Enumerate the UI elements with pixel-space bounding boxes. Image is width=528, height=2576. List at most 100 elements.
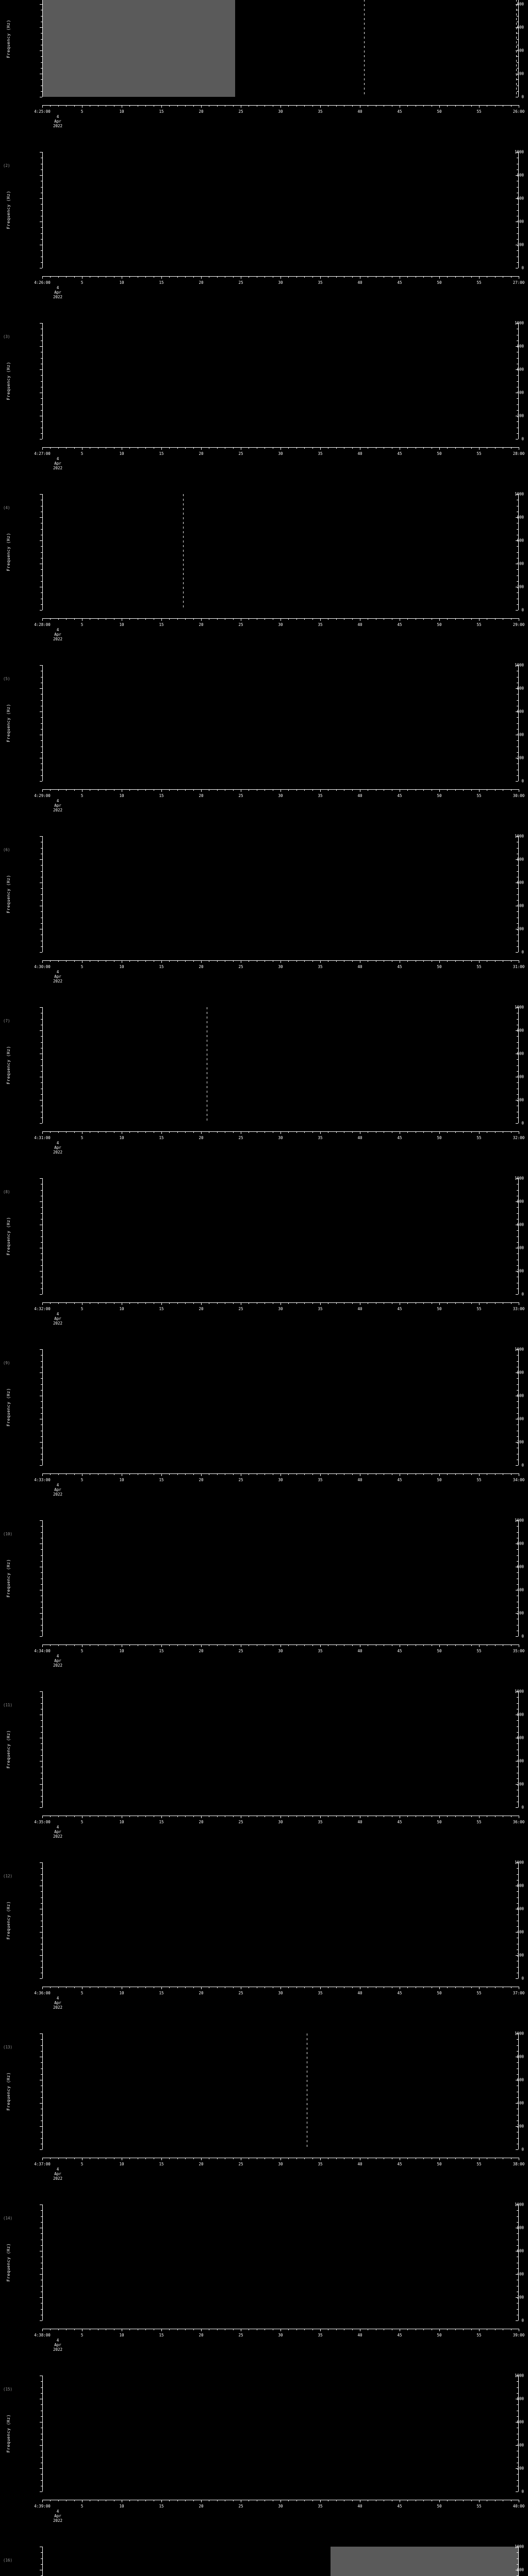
y-tick-major <box>40 610 42 611</box>
y-tick-major <box>40 494 42 495</box>
spectrogram-panel[interactable]: 0 200 400 600 800 1000 Frequency (Hz) (7) 4:31:0… <box>0 1003 528 1174</box>
spectrogram-panel[interactable]: 0 200 400 600 800 1000 Frequency (Hz) (10) 4:34:… <box>0 1516 528 1687</box>
x-tick-label: 30 <box>278 109 283 114</box>
plot-area[interactable] <box>42 1691 519 1807</box>
y-tick-minor <box>41 79 42 80</box>
x-tick-label: 20 <box>199 451 204 456</box>
x-tick-label: 4:30:00 <box>34 964 51 969</box>
y-tick-label: 400 <box>517 732 524 737</box>
y-tick-minor <box>41 700 42 701</box>
plot-area[interactable] <box>42 1862 519 1978</box>
x-tick-major <box>161 2329 162 2331</box>
y-tick-major-right <box>516 198 518 199</box>
x-tick-minor <box>177 1987 178 1988</box>
x-tick-minor <box>510 960 512 962</box>
y-tick-label: 200 <box>517 1097 524 1103</box>
plot-area[interactable] <box>42 0 519 97</box>
y-tick-minor <box>41 752 42 753</box>
plot-area[interactable] <box>42 323 519 439</box>
plot-area[interactable] <box>42 152 519 268</box>
spectrogram-panel[interactable]: 0 200 400 600 800 1000 Frequency (Hz) (14) 4:38:… <box>0 2200 528 2371</box>
y-tick-minor-right <box>517 79 518 80</box>
spectrogram-panel[interactable]: 0 200 400 600 800 1000 Frequency (Hz) (13) 4:37:… <box>0 2029 528 2200</box>
plot-area[interactable] <box>42 2547 519 2576</box>
y-axis-title: Frequency (Hz) <box>5 0 11 97</box>
x-tick-label: 35:00 <box>513 1649 525 1653</box>
x-tick-label: 20 <box>199 1820 204 1824</box>
x-tick-label: 40 <box>357 2162 362 2166</box>
y-axis-title-text: Frequency (Hz) <box>6 362 11 400</box>
y-tick-minor-right <box>517 1378 518 1379</box>
spectrogram-panel[interactable]: 0 200 400 600 800 1000 Frequency (Hz) (3) 4:27:0… <box>0 319 528 490</box>
x-tick-label: 15 <box>159 451 164 456</box>
x-tick-minor <box>185 618 186 620</box>
spectrogram-panel[interactable]: 0 200 400 600 800 1000 Frequency (Hz) (2) 4:26:0… <box>0 148 528 319</box>
spectrogram-panel[interactable]: 0 200 400 600 800 1000 Frequency (Hz) (4) 4:28:0… <box>0 490 528 661</box>
x-tick-minor <box>463 1816 464 1817</box>
spectrogram-panel[interactable]: 0 200 400 600 800 1000 Frequency (Hz) (5) 4:29:0… <box>0 661 528 832</box>
x-tick-minor <box>193 1987 194 1988</box>
y-tick-major <box>40 2320 42 2321</box>
x-tick-minor <box>423 2158 424 2159</box>
x-tick-minor <box>177 1645 178 1646</box>
x-tick-minor <box>66 276 67 278</box>
plot-area[interactable] <box>42 1007 519 1123</box>
y-tick-major-right <box>516 1955 518 1956</box>
spectrogram-panel[interactable]: 0 200 400 600 800 1000 Frequency (Hz) (9) 4:33:0… <box>0 1345 528 1516</box>
date-line: 2022 <box>53 1834 63 1839</box>
y-tick-label: 600 <box>517 1735 524 1740</box>
y-tick-label: 200 <box>517 1611 524 1616</box>
spectrogram-panel[interactable]: 0 200 400 600 800 1000 Frequency (Hz) (15) 4:39:… <box>0 2371 528 2543</box>
x-tick-label: 15 <box>159 622 164 627</box>
plot-area[interactable] <box>42 665 519 781</box>
date-line: 4 <box>56 456 59 461</box>
plot-area[interactable] <box>42 1349 519 1465</box>
x-tick-minor <box>74 447 75 449</box>
x-tick-label: 55 <box>476 1649 482 1653</box>
plot-area[interactable] <box>42 1178 519 1294</box>
x-tick-major <box>320 1816 321 1818</box>
x-tick-minor <box>169 2329 170 2330</box>
y-tick-minor-right <box>517 2393 518 2394</box>
y-tick-minor <box>41 894 42 895</box>
spectrogram-panel[interactable]: 0 200 400 600 800 1000 Frequency (Hz) (8) 4:32:0… <box>0 1174 528 1345</box>
y-tick-minor-right <box>517 2222 518 2223</box>
y-tick-minor <box>41 2558 42 2559</box>
x-tick-minor <box>510 1987 512 1988</box>
y-tick-minor <box>41 433 42 434</box>
plot-area[interactable] <box>42 1520 519 1636</box>
y-tick-minor <box>41 1697 42 1698</box>
plot-area[interactable] <box>42 2376 519 2492</box>
y-tick-major <box>40 540 42 541</box>
spectrogram-panel[interactable]: 0 200 400 600 800 1000 Frequency (Hz) (12) 4:36:… <box>0 1858 528 2029</box>
panel-index-label: (9) <box>3 1361 10 1365</box>
y-tick-major-right <box>516 1636 518 1637</box>
y-tick-minor <box>41 1389 42 1391</box>
y-tick-minor-right <box>517 1190 518 1191</box>
x-tick-label: 30 <box>278 451 283 456</box>
y-tick-minor <box>41 1036 42 1037</box>
plot-area[interactable] <box>42 2033 519 2149</box>
y-tick-label: 1000 <box>514 1689 524 1694</box>
y-tick-minor-right <box>517 529 518 530</box>
date-line: 2022 <box>53 295 63 299</box>
x-tick-minor <box>50 1473 51 1475</box>
x-tick-minor <box>169 1302 170 1304</box>
x-tick-minor <box>288 2158 289 2159</box>
y-tick-label: 0 <box>521 1634 524 1639</box>
y-tick-label: 1000 <box>514 663 524 668</box>
x-tick-minor <box>407 1645 408 1646</box>
x-tick-minor <box>58 2500 59 2501</box>
plot-area[interactable] <box>42 2205 519 2320</box>
plot-area[interactable] <box>42 836 519 952</box>
y-tick-minor <box>41 2062 42 2063</box>
x-tick-minor <box>304 2158 305 2159</box>
x-tick-minor <box>336 960 337 962</box>
plot-area[interactable] <box>42 494 519 610</box>
spectrogram-panel[interactable]: 0 200 400 600 800 1000 Frequency (Hz) (6) 4:30:0… <box>0 832 528 1003</box>
spectrogram-panel[interactable]: 0 200 400 600 800 1000 Frequency (Hz) (11) 4:35:… <box>0 1687 528 1858</box>
x-tick-major <box>439 105 440 108</box>
y-tick-minor <box>41 1572 42 1573</box>
